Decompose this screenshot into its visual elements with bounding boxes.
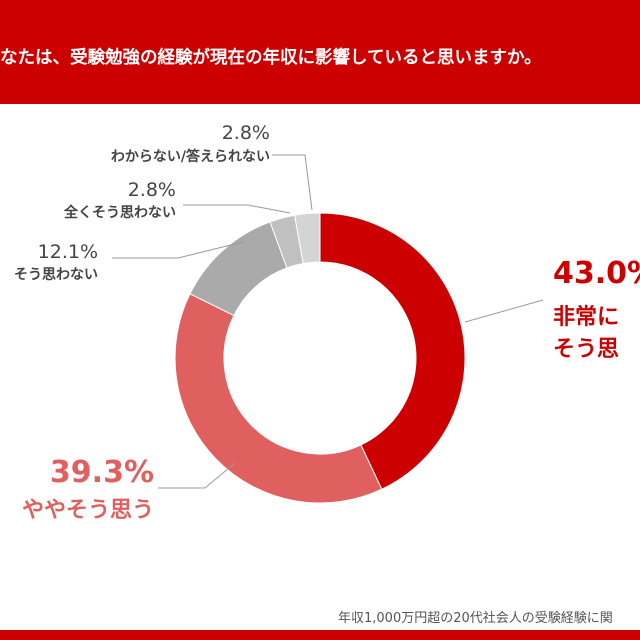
question-title: なたは、受験勉強の経験が現在の年収に影響していると思いますか。 bbox=[0, 48, 542, 68]
leader-line-1 bbox=[464, 299, 544, 323]
leader-line-5 bbox=[272, 154, 313, 211]
slice-1-label-line2: そう思 bbox=[553, 337, 619, 362]
slice-5-pct: 2.8% bbox=[222, 122, 270, 144]
donut-slice-2 bbox=[174, 293, 383, 504]
leader-line-2 bbox=[158, 462, 236, 489]
header-bar bbox=[0, 0, 640, 104]
footer-bar bbox=[0, 630, 640, 640]
source-note: 年収1,000万円超の20代社会人の受験経験に関 bbox=[338, 611, 613, 626]
slice-3-pct: 12.1% bbox=[38, 241, 98, 263]
slice-2-label: ややそう思う bbox=[22, 498, 154, 523]
leader-line-3 bbox=[112, 241, 244, 259]
slice-4-pct: 2.8% bbox=[128, 179, 176, 201]
slice-3-label: そう思わない bbox=[14, 267, 98, 283]
donut-hole bbox=[224, 262, 416, 454]
slice-1-label-line1: 非常に bbox=[553, 304, 619, 330]
slice-2-pct: 39.3% bbox=[50, 455, 154, 490]
slice-4-label: 全くそう思わない bbox=[63, 204, 176, 221]
slice-1-pct: 43.0% bbox=[553, 256, 640, 291]
slice-5-label: わからない/答えられない bbox=[111, 148, 270, 165]
leader-line-4 bbox=[183, 204, 291, 214]
